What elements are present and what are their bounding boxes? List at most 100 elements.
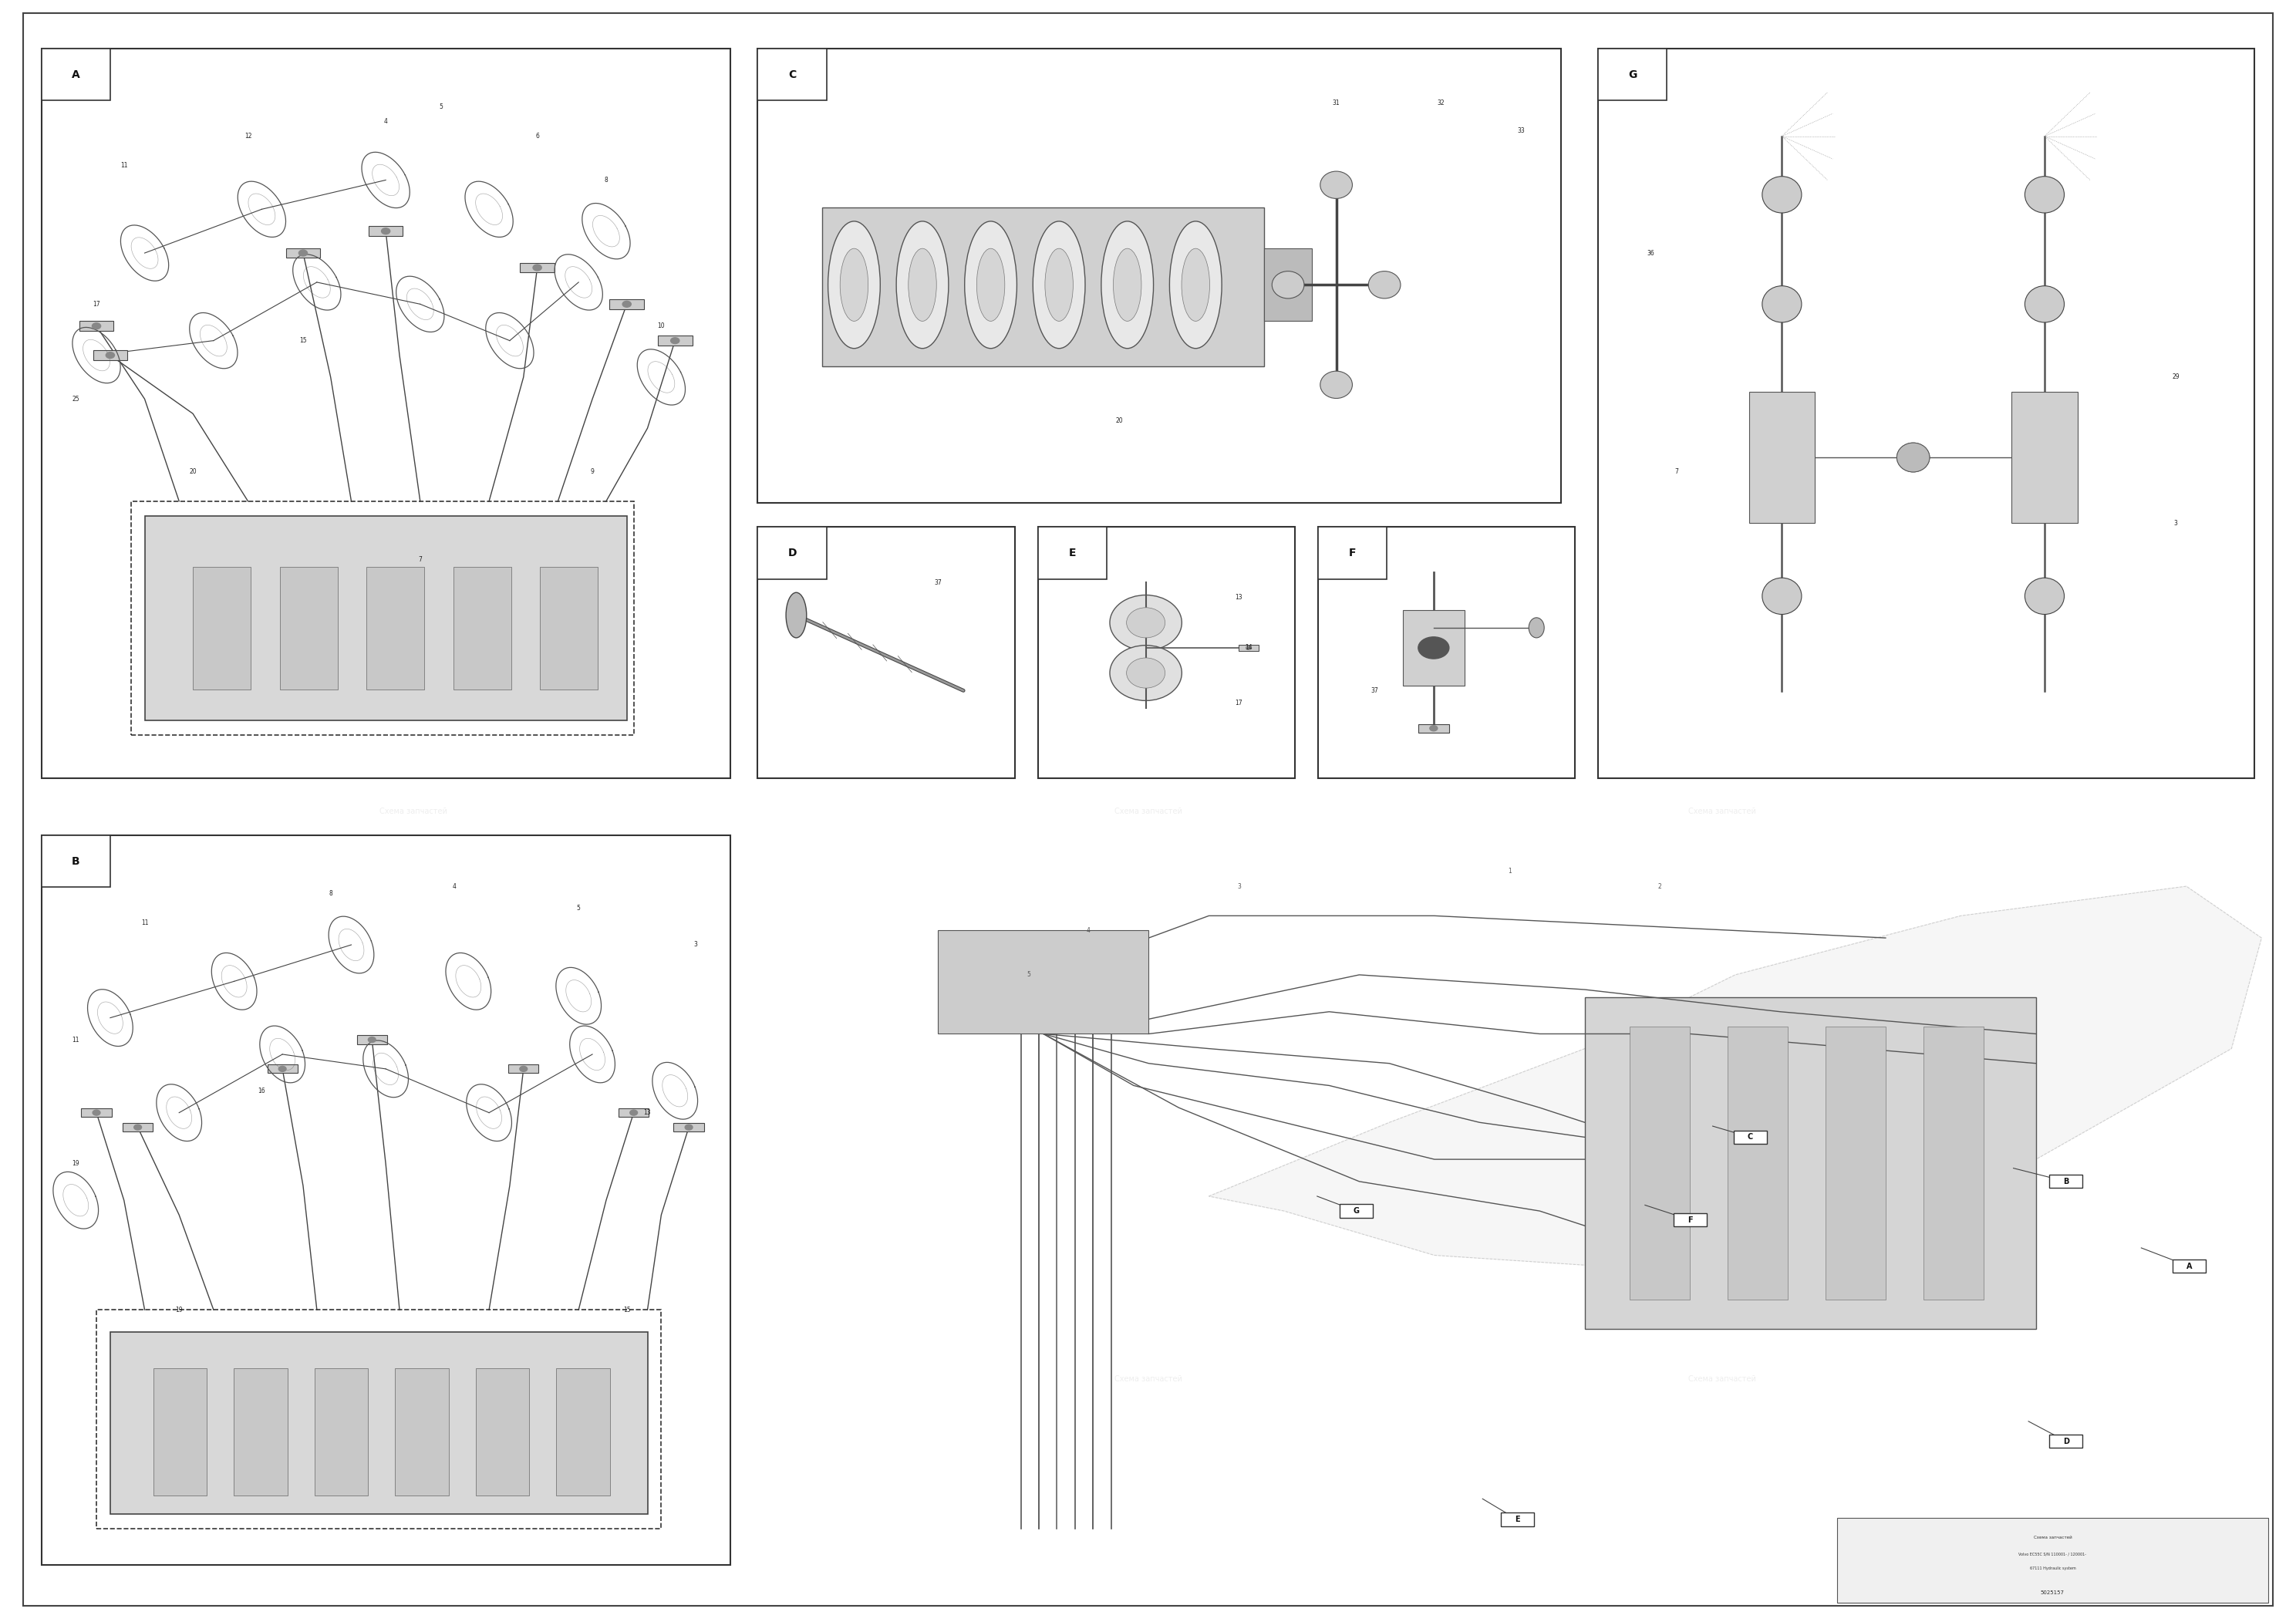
Bar (1419, 723, 1449, 733)
Ellipse shape (976, 248, 1006, 321)
Text: 17: 17 (1235, 699, 1242, 707)
Ellipse shape (1763, 285, 1802, 323)
Bar (41, 49, 730, 779)
Ellipse shape (785, 592, 806, 637)
Circle shape (533, 264, 542, 271)
Text: 3: 3 (2174, 519, 2177, 527)
Circle shape (1247, 646, 1251, 650)
Bar (41, 835, 110, 887)
Text: 8: 8 (328, 890, 333, 897)
Text: 10: 10 (657, 323, 666, 329)
Text: 17: 17 (92, 300, 101, 308)
Bar (1339, 1205, 1373, 1218)
Text: F: F (1688, 1216, 1692, 1223)
Circle shape (629, 1109, 638, 1116)
Bar (1598, 49, 1667, 101)
Bar (758, 527, 827, 579)
Ellipse shape (964, 221, 1017, 349)
Circle shape (133, 1124, 142, 1131)
Text: E: E (1515, 1515, 1520, 1523)
Ellipse shape (1102, 221, 1153, 349)
Circle shape (92, 1109, 101, 1116)
Ellipse shape (2025, 177, 2064, 212)
Text: C: C (788, 70, 797, 79)
Bar (356, 1035, 388, 1045)
Text: B: B (71, 856, 80, 866)
Bar (2050, 1174, 2082, 1187)
Ellipse shape (1127, 659, 1164, 688)
Circle shape (106, 352, 115, 358)
Bar (758, 49, 827, 101)
Bar (92, 350, 129, 360)
Text: 8: 8 (604, 177, 608, 183)
Text: F: F (1348, 548, 1357, 558)
Text: 13: 13 (1235, 594, 1242, 602)
Circle shape (298, 250, 308, 256)
Bar (122, 1122, 154, 1132)
Text: Схема запчастей: Схема запчастей (1114, 1375, 1182, 1382)
Ellipse shape (1127, 608, 1164, 637)
Ellipse shape (1109, 646, 1182, 701)
Text: 19: 19 (174, 1306, 184, 1314)
Bar (452, 568, 512, 689)
Ellipse shape (909, 248, 937, 321)
Bar (758, 527, 1015, 779)
Bar (96, 1311, 661, 1528)
Bar (758, 49, 1561, 503)
Text: 11: 11 (140, 920, 149, 926)
Text: Схема запчастей: Схема запчастей (379, 808, 448, 814)
Text: Схема запчастей: Схема запчастей (1114, 808, 1182, 814)
Bar (1674, 1213, 1706, 1226)
Text: 37: 37 (1371, 688, 1378, 694)
Text: 11: 11 (71, 1036, 80, 1043)
Text: 3: 3 (693, 941, 698, 949)
Bar (234, 1369, 287, 1495)
Bar (822, 208, 1263, 367)
Text: 67111 Hydraulic system: 67111 Hydraulic system (2030, 1567, 2076, 1570)
Text: 36: 36 (1646, 250, 1655, 256)
Text: G: G (1352, 1207, 1359, 1215)
Bar (618, 1108, 650, 1118)
Bar (540, 568, 597, 689)
Ellipse shape (1320, 172, 1352, 198)
Text: D: D (788, 548, 797, 558)
Text: 14: 14 (1244, 644, 1251, 652)
Bar (1403, 610, 1465, 686)
Text: Схема запчастей: Схема запчастей (379, 240, 448, 247)
Bar (673, 1122, 705, 1132)
Ellipse shape (1896, 443, 1929, 472)
Ellipse shape (1529, 618, 1545, 637)
Text: Схема запчастей: Схема запчастей (379, 1375, 448, 1382)
Ellipse shape (1896, 443, 1929, 472)
Bar (556, 1369, 611, 1495)
Ellipse shape (895, 221, 948, 349)
Text: Схема запчастей: Схема запчастей (1688, 808, 1756, 814)
Bar (1038, 527, 1107, 579)
Bar (41, 49, 110, 101)
Ellipse shape (1169, 221, 1221, 349)
Bar (193, 568, 250, 689)
Text: Схема запчастей: Схема запчастей (1688, 1375, 1756, 1382)
Ellipse shape (1272, 271, 1304, 298)
Bar (1502, 1513, 1534, 1526)
Bar (519, 263, 556, 272)
Text: 4: 4 (452, 882, 457, 890)
Text: 20: 20 (1116, 417, 1123, 425)
Circle shape (278, 1066, 287, 1072)
Bar (1038, 527, 1295, 779)
Text: 5: 5 (1026, 972, 1031, 978)
Bar (154, 1369, 207, 1495)
Circle shape (1430, 725, 1437, 732)
Circle shape (381, 229, 390, 234)
Bar (1750, 393, 1814, 524)
Ellipse shape (1320, 371, 1352, 399)
Circle shape (1419, 637, 1449, 659)
Polygon shape (1208, 886, 2262, 1270)
Text: 4: 4 (383, 118, 388, 125)
Bar (659, 336, 693, 345)
Bar (131, 501, 634, 735)
Ellipse shape (840, 248, 868, 321)
Text: 32: 32 (1437, 99, 1444, 107)
Text: 19: 19 (71, 1160, 80, 1168)
Bar (2011, 393, 2078, 524)
